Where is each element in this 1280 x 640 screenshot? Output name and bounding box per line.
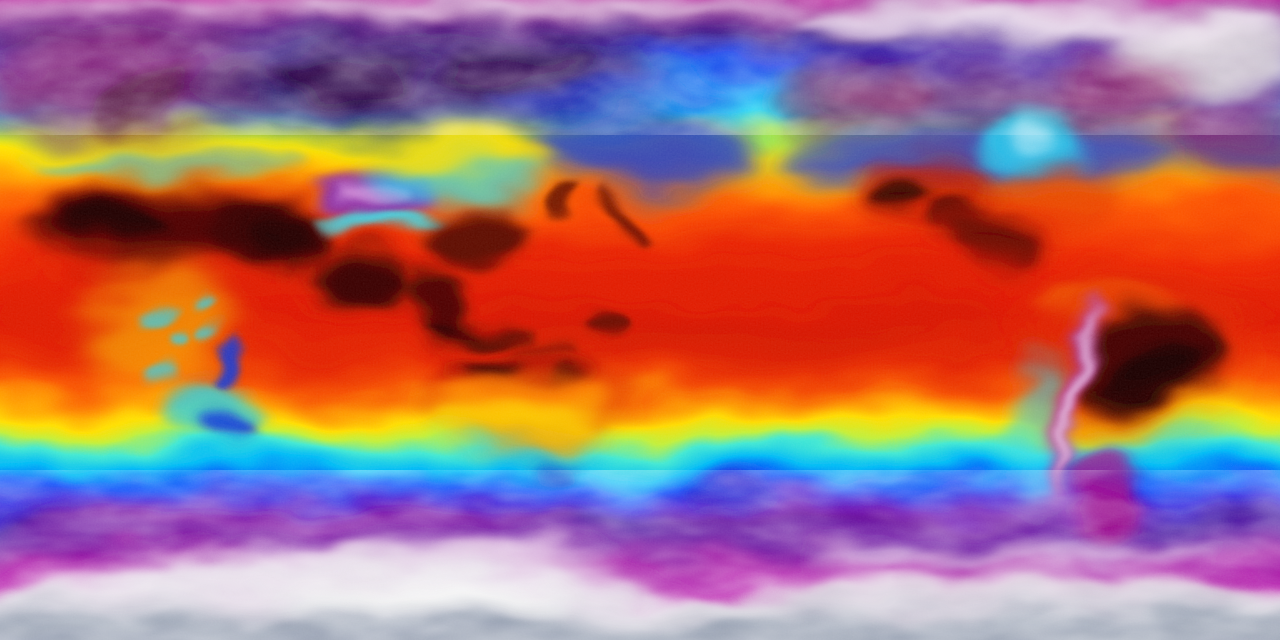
fine-grain-texture bbox=[0, 0, 1280, 640]
world-temperature-map bbox=[0, 0, 1280, 640]
temperature-heatmap-canvas bbox=[0, 0, 1280, 640]
